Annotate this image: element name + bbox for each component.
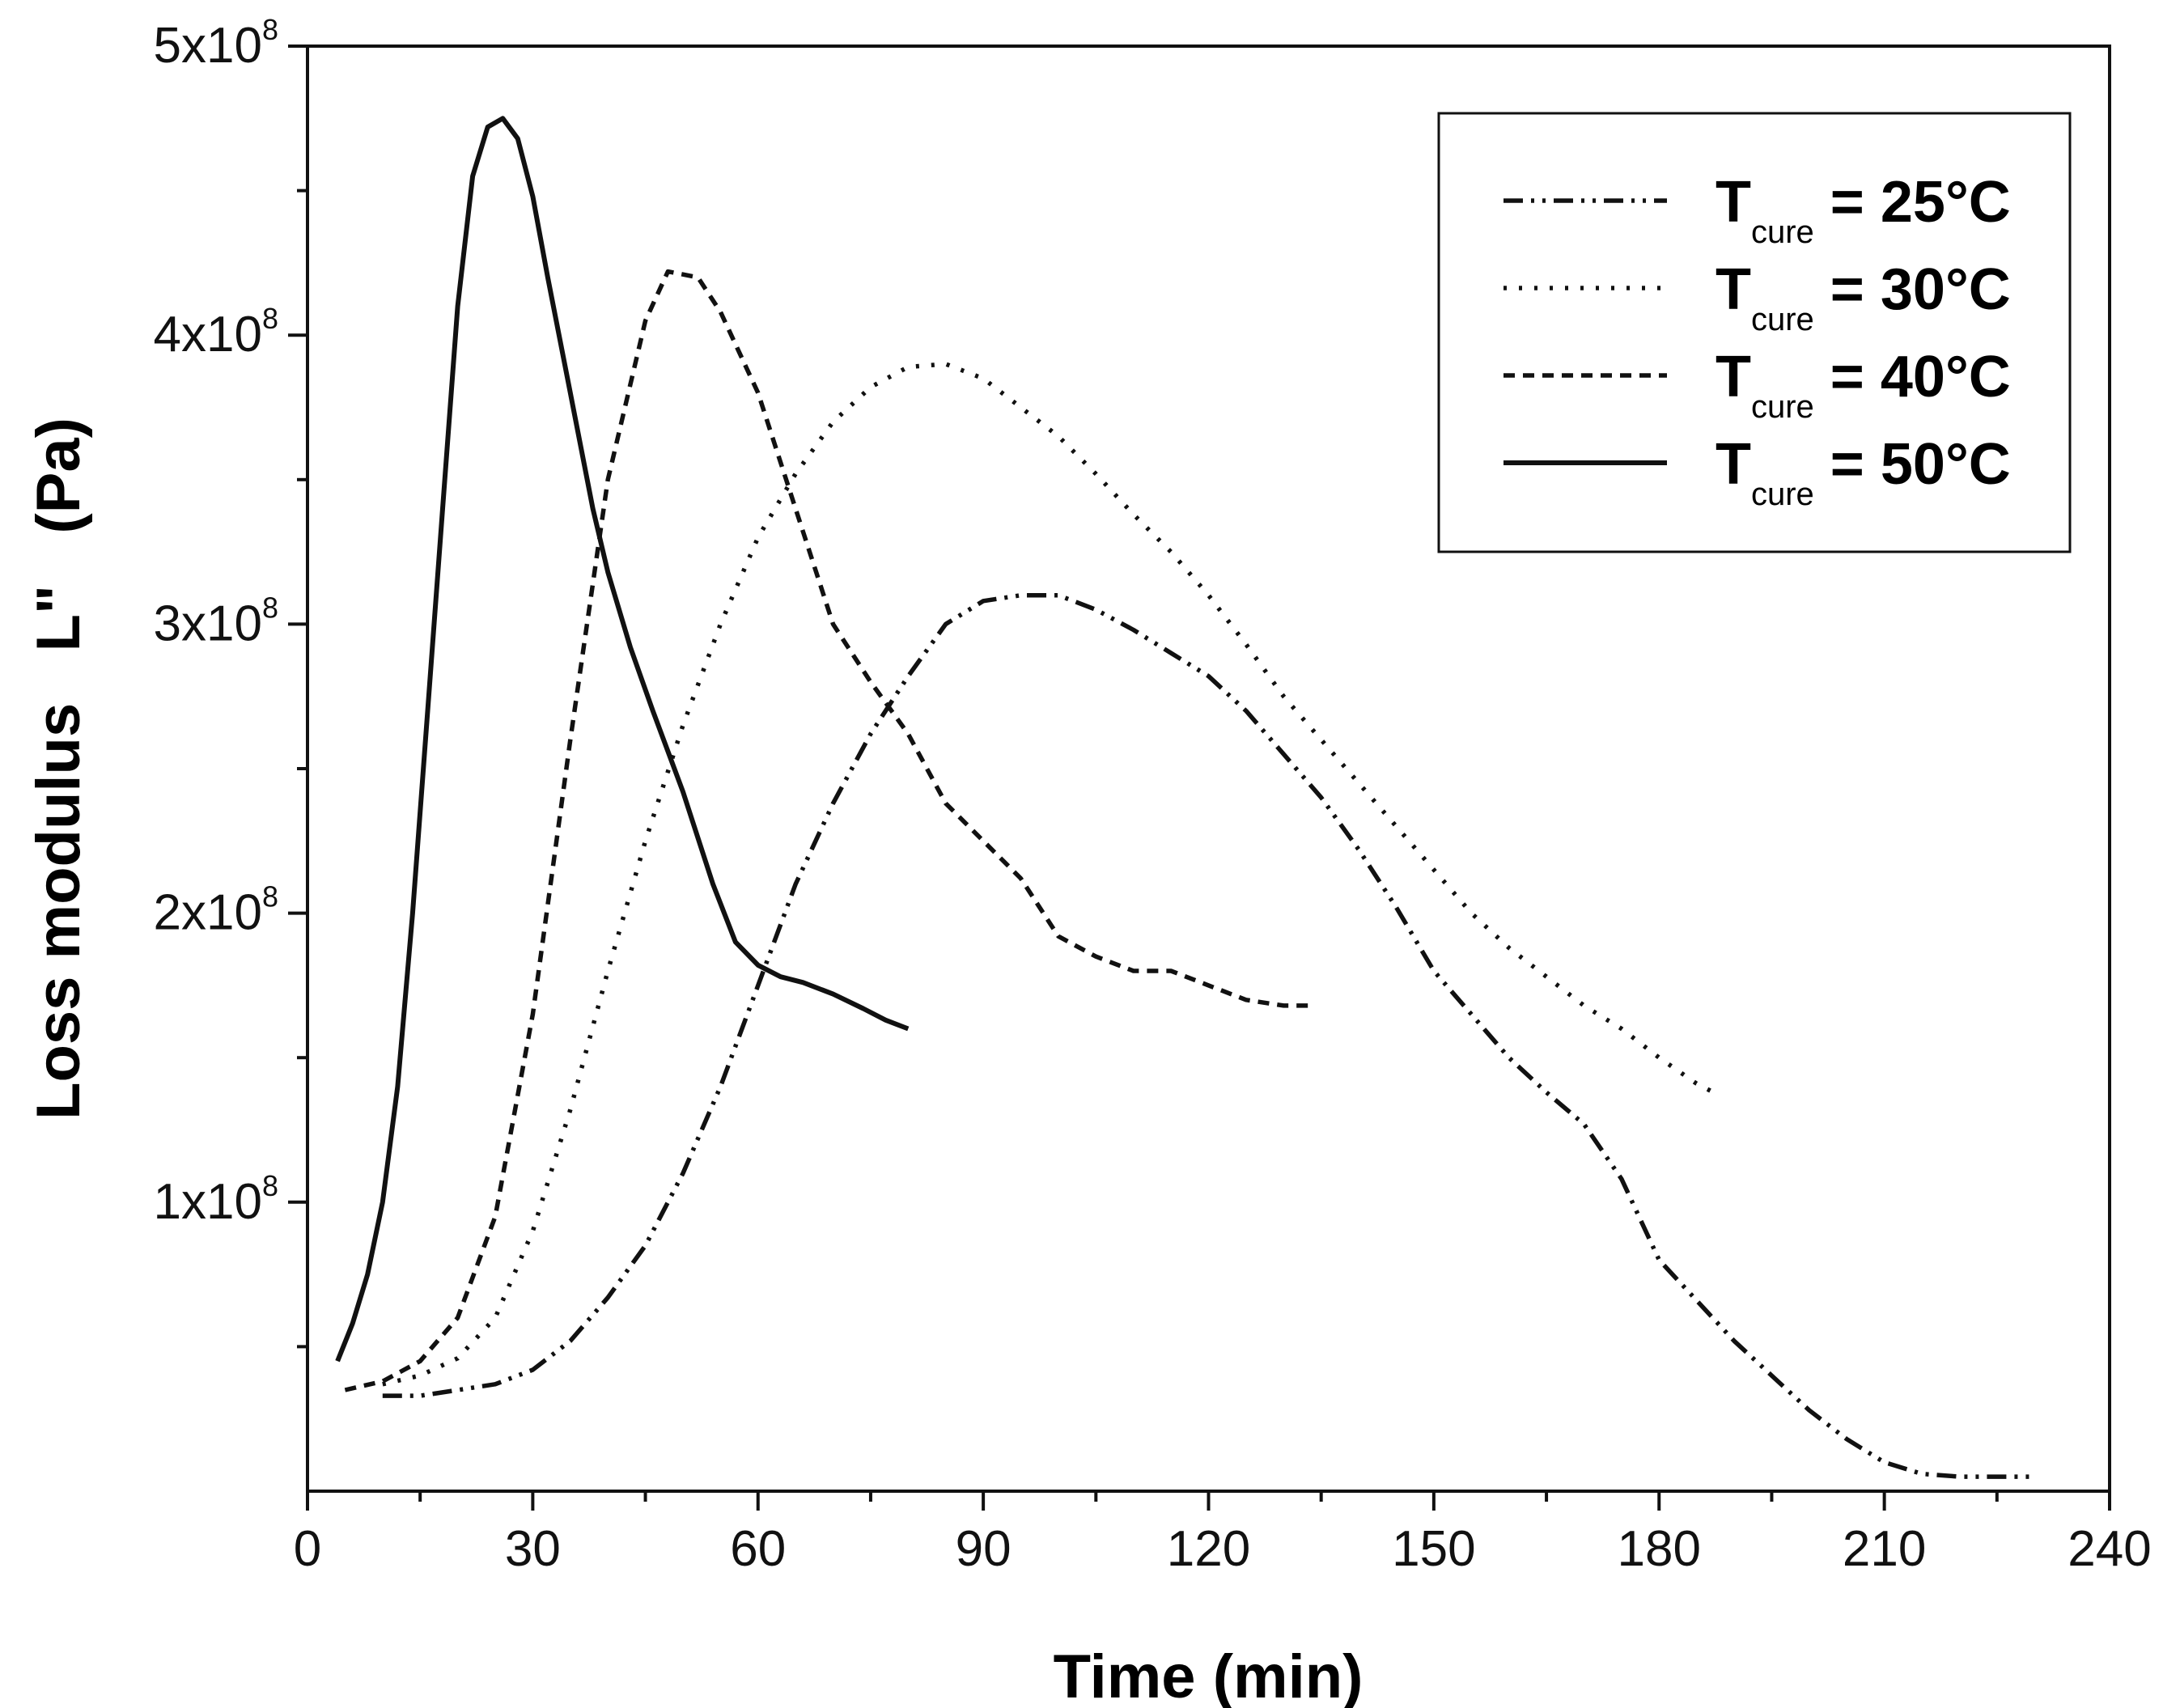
x-tick-label-90: 90 xyxy=(956,1521,1012,1577)
x-axis-title: Time (min) xyxy=(1054,1642,1364,1708)
series-line-t-cure-50-c xyxy=(335,116,910,1363)
x-tick-label-180: 180 xyxy=(1618,1521,1701,1577)
x-tick-label-240: 240 xyxy=(2068,1521,2151,1577)
legend-symbol: T xyxy=(1716,432,1751,497)
x-tick-label-0: 0 xyxy=(294,1521,321,1577)
y-tick-mantissa: 2x10 xyxy=(154,885,262,941)
data-series xyxy=(335,116,2035,1479)
y-tick-exponent: 8 xyxy=(262,880,278,913)
legend-label-1: Tcure = 25°C xyxy=(1716,170,2011,250)
y-tick-label-1: 1x108 xyxy=(154,1169,278,1230)
legend-label-3: Tcure = 40°C xyxy=(1716,345,2011,425)
legend-value: = 40°C xyxy=(1814,345,2011,409)
y-tick-exponent: 8 xyxy=(262,591,278,624)
legend-value: = 50°C xyxy=(1814,432,2011,497)
series-line-t-cure-40-c xyxy=(344,269,1314,1392)
x-axis-ticks: 0 30 60 90 120 150 180 210 240 xyxy=(294,1491,2152,1577)
legend-label-2: Tcure = 30°C xyxy=(1716,257,2011,337)
y-tick-exponent: 8 xyxy=(262,13,278,46)
legend-symbol: T xyxy=(1716,170,1751,235)
legend-subscript: cure xyxy=(1751,302,1814,337)
legend-box xyxy=(1437,112,2072,553)
y-tick-label-5: 5x108 xyxy=(154,13,278,74)
y-tick-mantissa: 4x10 xyxy=(154,307,262,362)
legend-symbol: T xyxy=(1716,257,1751,322)
legend-symbol: T xyxy=(1716,345,1751,409)
legend-subscript: cure xyxy=(1751,389,1814,425)
y-axis-title: Loss modulus L" (Pa) xyxy=(24,417,93,1120)
x-tick-label-210: 210 xyxy=(1843,1521,1926,1577)
y-tick-exponent: 8 xyxy=(262,302,278,335)
y-tick-label-4: 4x108 xyxy=(154,302,278,362)
series-line-t-cure-25-c xyxy=(382,592,2035,1479)
y-tick-mantissa: 5x10 xyxy=(154,18,262,74)
legend-label-4: Tcure = 50°C xyxy=(1716,432,2011,512)
x-tick-label-30: 30 xyxy=(505,1521,561,1577)
y-tick-exponent: 8 xyxy=(262,1169,278,1202)
legend-subscript: cure xyxy=(1751,214,1814,250)
x-tick-label-150: 150 xyxy=(1392,1521,1475,1577)
y-tick-mantissa: 3x10 xyxy=(154,595,262,651)
series-line-t-cure-30-c xyxy=(382,362,1720,1387)
y-tick-label-2: 2x108 xyxy=(154,880,278,941)
x-tick-label-60: 60 xyxy=(730,1521,786,1577)
y-tick-label-3: 3x108 xyxy=(154,591,278,651)
legend-value: = 25°C xyxy=(1814,170,2011,235)
legend-value: = 30°C xyxy=(1814,257,2011,322)
legend-subscript: cure xyxy=(1751,477,1814,512)
y-tick-mantissa: 1x10 xyxy=(154,1174,262,1230)
x-tick-label-120: 120 xyxy=(1167,1521,1250,1577)
